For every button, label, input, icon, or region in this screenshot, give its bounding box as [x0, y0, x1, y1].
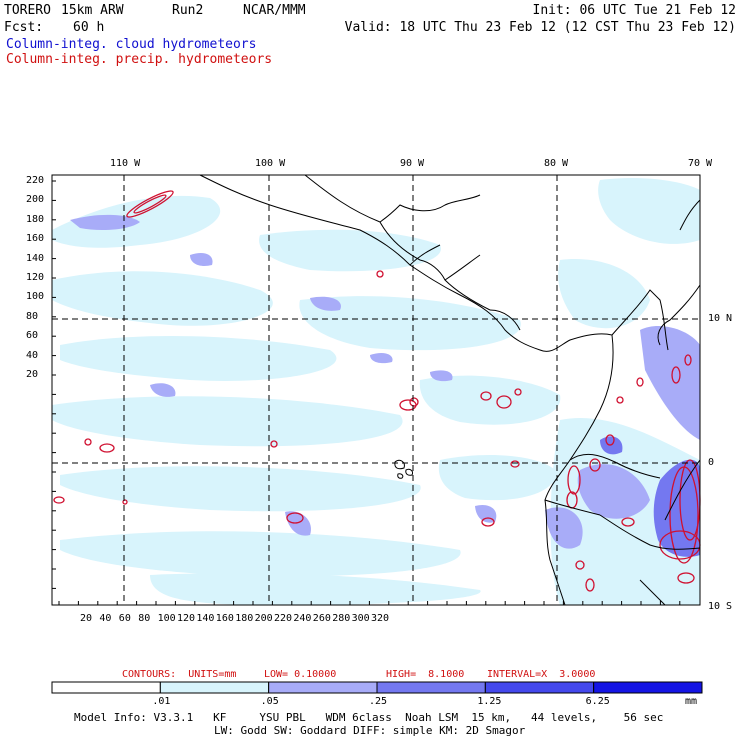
x-tick-label: 300	[351, 613, 370, 624]
run-label: Run2	[172, 3, 204, 18]
colorbar-tick-label: .05	[260, 696, 279, 707]
galapagos-islands	[394, 459, 413, 479]
y-tick-label: 80	[26, 310, 39, 322]
x-tick-label: 120	[177, 613, 196, 624]
colorbar-cell	[593, 681, 703, 694]
x-tick-label: 40	[99, 613, 112, 624]
colorbar-cell	[268, 681, 378, 694]
contour-units: CONTOURS: UNITS=mm	[122, 669, 237, 680]
colorbar-tick-label: .01	[152, 696, 171, 707]
colorbar-tick-label: .25	[369, 696, 388, 707]
colorbar-tick-label: 1.25	[477, 696, 502, 707]
x-tick-label: 160	[215, 613, 234, 624]
x-tick-label: 280	[332, 613, 351, 624]
forecast-label: Fcst:	[4, 20, 44, 35]
x-tick-label: 200	[254, 613, 273, 624]
contour-low: LOW= 0.10000	[264, 669, 337, 680]
colorbar-unit: mm	[685, 696, 698, 707]
x-tick-label: 80	[138, 613, 151, 624]
model-resolution: 15km ARW	[61, 3, 124, 18]
model-info-line2: LW: Godd SW: Goddard DIFF: simple KM: 2D…	[214, 724, 526, 737]
y-tick-label: 40	[26, 349, 39, 361]
precip-field-title: Column-integ. precip. hydrometeors	[6, 52, 273, 67]
colorbar-cell	[376, 681, 486, 694]
cloud-shading	[52, 178, 700, 606]
coastlines	[199, 174, 701, 606]
lon-label-80w: 80 W	[544, 158, 569, 169]
model-name: TORERO	[4, 3, 51, 18]
y-tick-label: 220	[26, 175, 45, 186]
lon-label-90w: 90 W	[400, 158, 425, 169]
lon-label-110w: 110 W	[110, 158, 141, 169]
colorbar-cell	[159, 681, 270, 694]
lon-label-100w: 100 W	[255, 158, 286, 169]
lat-label-10s: 10 S	[708, 601, 733, 612]
lat-label-0: 0	[708, 457, 715, 468]
y-tick-label: 140	[26, 252, 45, 264]
contour-interval: INTERVAL=X 3.0000	[487, 669, 596, 680]
x-tick-label: 240	[293, 613, 312, 624]
x-tick-label: 260	[312, 613, 331, 624]
y-tick-label: 200	[26, 194, 45, 206]
y-tick-label: 160	[26, 233, 45, 245]
x-tick-label: 220	[274, 613, 293, 624]
y-tick-label: 100	[26, 291, 45, 303]
lat-lon-grid	[52, 175, 700, 605]
x-tick-label: 320	[371, 613, 390, 624]
colorbar-cell	[51, 681, 161, 694]
valid-time: Valid: 18 UTC Thu 23 Feb 12 (12 CST Thu …	[344, 20, 736, 35]
model-info-line1: Model Info: V3.3.1 KF YSU PBL WDM 6class…	[74, 711, 664, 724]
precip-contours	[53, 190, 701, 592]
map-frame	[51, 174, 701, 606]
contour-high: HIGH= 8.1000	[386, 669, 465, 680]
x-tick-label: 140	[196, 613, 215, 624]
organization-label: NCAR/MMM	[243, 3, 306, 18]
colorbar	[51, 681, 703, 694]
x-tick-label: 180	[235, 613, 254, 624]
forecast-hour: 60 h	[73, 20, 105, 35]
x-tick-label: 60	[118, 613, 131, 624]
colorbar-tick-label: 6.25	[585, 696, 610, 707]
cloud-shading-medium	[70, 214, 700, 549]
lat-label-10n: 10 N	[708, 313, 733, 324]
init-time: Init: 06 UTC Tue 21 Feb 12	[532, 3, 737, 18]
cloud-field-title: Column-integ. cloud hydrometeors	[6, 37, 257, 52]
x-tick-label: 100	[157, 613, 176, 624]
y-tick-label: 180	[26, 213, 45, 225]
x-tick-label: 20	[80, 613, 93, 624]
y-tick-label: 120	[26, 272, 45, 283]
lon-label-70w: 70 W	[688, 158, 713, 169]
colorbar-cell	[484, 681, 595, 694]
y-tick-label: 20	[26, 369, 39, 380]
y-tick-label: 60	[26, 330, 39, 342]
